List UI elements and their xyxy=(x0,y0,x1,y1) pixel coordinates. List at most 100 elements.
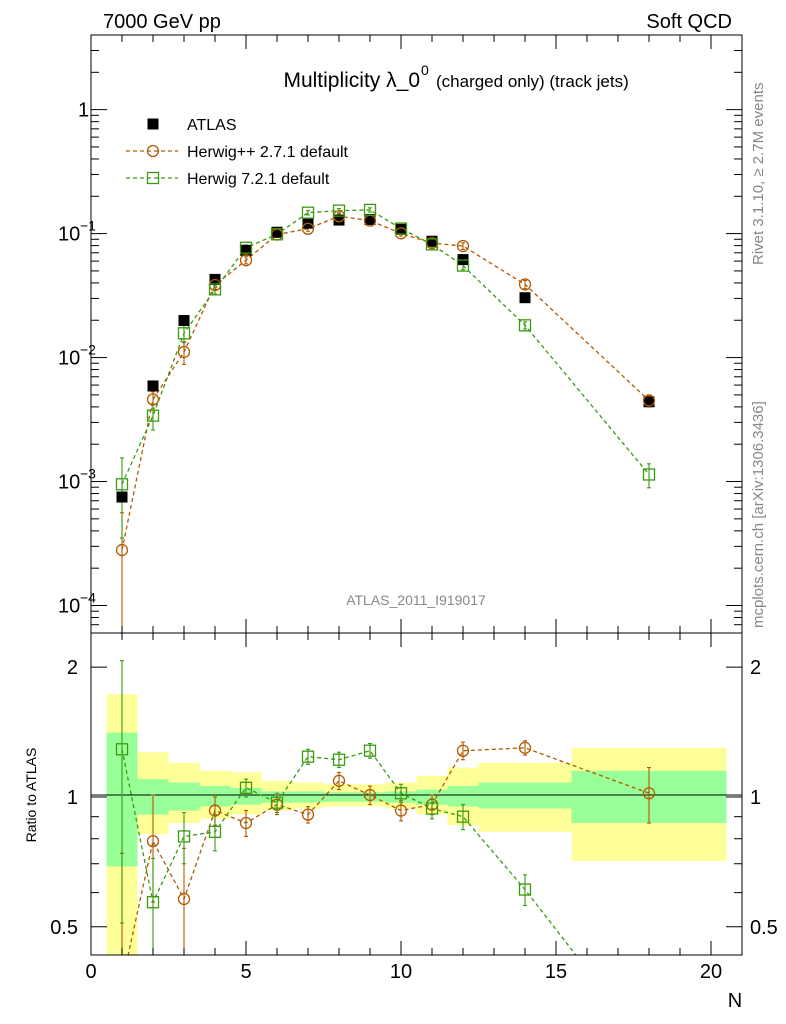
top-x-ticks xyxy=(90,35,743,633)
x-tick-label: 10 xyxy=(390,961,412,983)
herwig7-ratio-point xyxy=(332,753,346,766)
mcplots-label: mcplots.cern.ch [arXiv:1306.3436] xyxy=(750,401,767,628)
chart-title-superscript: 0 xyxy=(421,62,429,78)
herwigpp-point xyxy=(208,278,222,292)
atlas-point xyxy=(364,214,376,226)
legend-marker xyxy=(146,144,160,158)
inner-band xyxy=(292,791,324,803)
x-axis-label: N xyxy=(728,990,742,1012)
herwig7-point xyxy=(270,228,284,241)
atlas-point xyxy=(395,223,407,235)
top-y-tick-labels: 10 −410 −310 −210 −11 xyxy=(58,100,96,618)
herwig7-point xyxy=(146,409,160,422)
herwigpp-point xyxy=(146,393,160,406)
x-tick-label: 15 xyxy=(545,961,567,983)
x-tick-label: 5 xyxy=(240,961,251,983)
herwigpp-ratio-point xyxy=(518,741,532,754)
herwig7-ratio-point xyxy=(146,896,160,909)
herwigpp-point xyxy=(518,278,532,291)
herwig7-ratio-point xyxy=(208,825,222,838)
ratio-uncertainty-bands xyxy=(106,694,727,955)
atlas-point xyxy=(116,491,128,503)
herwig7-ratio-point xyxy=(301,750,315,763)
herwigpp-ratio-line xyxy=(127,747,650,955)
y-tick-label: 10 xyxy=(58,595,80,617)
y-tick-exponent: −1 xyxy=(80,218,96,234)
header-right: Soft QCD xyxy=(646,11,732,33)
legend-marker xyxy=(147,118,159,130)
y-tick-label: 10 xyxy=(58,472,80,494)
atlas-point xyxy=(271,226,283,238)
herwigpp-point xyxy=(177,345,191,359)
ratio-y-tick-label: 2 xyxy=(67,657,78,679)
herwigpp-point xyxy=(394,227,408,240)
atlas-point xyxy=(147,380,159,392)
herwig7-point xyxy=(239,241,253,254)
ratio-ylabel: Ratio to ATLAS xyxy=(23,748,39,843)
inner-band xyxy=(199,786,231,807)
herwigpp-ratio-point xyxy=(177,892,191,906)
herwig7-point xyxy=(177,327,191,340)
herwig7-ratio-point xyxy=(518,883,532,896)
herwig7-ratio-point xyxy=(239,781,253,794)
atlas-point xyxy=(643,396,655,408)
analysis-watermark: ATLAS_2011_I919017 xyxy=(346,592,486,608)
herwigpp-ratio-point xyxy=(642,787,656,800)
chart-title-rest: (charged only) (track jets) xyxy=(436,72,629,91)
y-tick-exponent: −4 xyxy=(80,589,96,605)
top-plot-area xyxy=(115,203,656,634)
herwigpp-ratio-point xyxy=(394,804,408,817)
legend: ATLAS Herwig++ 2.7.1 default Herwig 7.2.1 … xyxy=(126,117,349,188)
atlas-point xyxy=(333,214,345,226)
atlas-point xyxy=(519,292,531,304)
atlas-point xyxy=(240,244,252,256)
ratio-y-tick-label: 0.5 xyxy=(50,917,78,939)
herwig7-ratio-point xyxy=(394,787,408,800)
chart-title: Multiplicity λ_0 xyxy=(283,69,420,92)
ratio-panel: 0.5 0.51 12 20 5 10 15 20 Ratio to ATLAS N xyxy=(23,632,778,1012)
herwig7-point xyxy=(332,204,346,217)
herwig7-point xyxy=(115,478,129,491)
ratio-plot-area xyxy=(115,660,656,955)
inner-band xyxy=(168,782,200,811)
herwigpp-point xyxy=(301,222,315,235)
herwigpp-ratio-point xyxy=(208,804,222,817)
herwigpp-ratio-point xyxy=(146,834,160,848)
herwig7-ratio-point xyxy=(177,830,191,843)
y-tick-label: 10 xyxy=(58,348,80,370)
herwigpp-point xyxy=(456,239,470,253)
herwigpp-point xyxy=(115,543,129,557)
legend-marker xyxy=(146,171,160,185)
y-tick-exponent: −2 xyxy=(80,342,96,358)
herwig7-point xyxy=(456,259,470,272)
herwig7-point xyxy=(518,319,532,332)
herwig7-point xyxy=(642,468,656,481)
herwig7-point xyxy=(394,222,408,235)
top-panel: 10 −410 −310 −210 −11 Multiplicity λ_0 0 (ch… xyxy=(58,34,743,634)
legend-label: Herwig 7.2.1 default xyxy=(187,171,330,188)
herwig7-point xyxy=(208,283,222,296)
legend-label: Herwig++ 2.7.1 default xyxy=(187,144,349,161)
top-y-ticks xyxy=(91,34,742,634)
ratio-y-tick-label-right: 2 xyxy=(750,657,761,679)
x-tick-label: 0 xyxy=(85,961,96,983)
herwigpp-ratio-point xyxy=(301,808,315,821)
herwig7-ratio-point xyxy=(456,810,470,823)
rivet-label: Rivet 3.1.10, ≥ 2.7M events xyxy=(750,83,767,266)
ratio-clip-group xyxy=(115,660,656,955)
herwig7-line xyxy=(121,209,650,485)
inner-band xyxy=(478,782,572,809)
y-tick-exponent: −3 xyxy=(80,466,96,482)
atlas-point xyxy=(426,235,438,247)
herwig7-point xyxy=(301,206,315,219)
herwigpp-point xyxy=(270,228,284,241)
herwigpp-point xyxy=(642,394,656,407)
herwig7-ratio-point xyxy=(363,744,377,757)
ratio-ticks: 0.5 0.51 12 20 5 10 15 20 xyxy=(50,633,778,983)
atlas-point xyxy=(178,315,190,327)
herwig7-ratio-point xyxy=(425,802,439,815)
ratio-y-tick-label-right: 0.5 xyxy=(750,917,778,939)
herwigpp-point xyxy=(239,254,253,267)
header-left: 7000 GeV pp xyxy=(103,11,221,33)
